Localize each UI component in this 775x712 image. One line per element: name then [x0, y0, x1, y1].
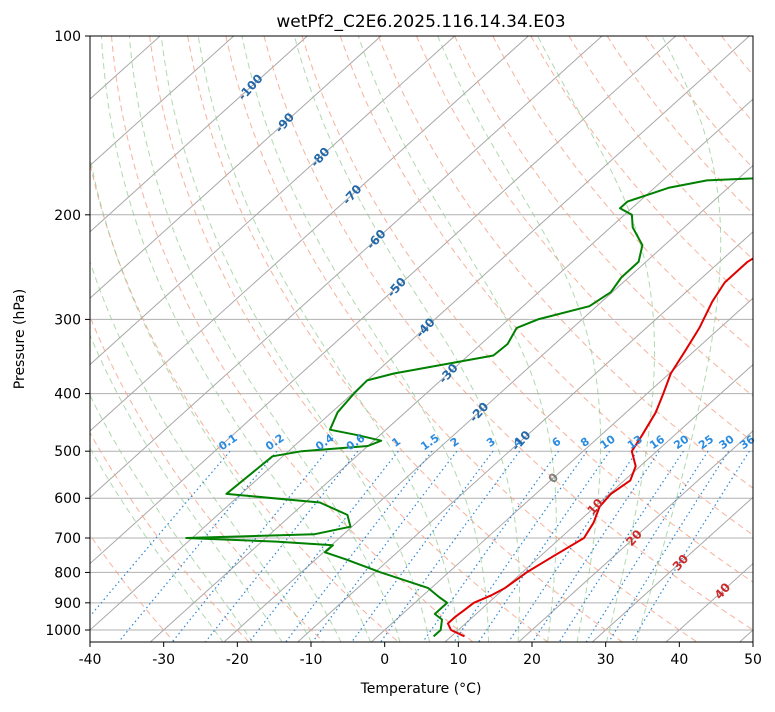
x-tick-label: -40	[79, 652, 102, 668]
chart-title: wetPf2_C2E6.2025.116.14.34.E03	[276, 12, 565, 32]
y-tick-label: 800	[54, 565, 81, 581]
x-tick-label: -10	[300, 652, 323, 668]
x-tick-label: 40	[670, 652, 688, 668]
y-tick-label: 300	[54, 312, 81, 328]
y-tick-label: 900	[54, 596, 81, 612]
y-tick-label: 700	[54, 531, 81, 547]
x-axis-label: Temperature (°C)	[360, 681, 482, 697]
x-tick-label: 50	[744, 652, 762, 668]
y-tick-label: 200	[54, 208, 81, 224]
dry-adiabat	[760, 36, 775, 643]
x-tick-label: 30	[597, 652, 615, 668]
y-tick-label: 600	[54, 491, 81, 507]
isotherm-line	[0, 36, 13, 643]
y-tick-label: 400	[54, 387, 81, 403]
y-axis-label: Pressure (hPa)	[12, 289, 28, 389]
x-tick-label: 10	[449, 652, 467, 668]
x-tick-label: -20	[226, 652, 249, 668]
x-tick-label: -30	[152, 652, 175, 668]
y-tick-label: 1000	[45, 623, 81, 639]
x-tick-label: 20	[523, 652, 541, 668]
y-tick-label: 500	[54, 444, 81, 460]
x-tick-label: 0	[380, 652, 389, 668]
y-tick-label: 100	[54, 29, 81, 45]
